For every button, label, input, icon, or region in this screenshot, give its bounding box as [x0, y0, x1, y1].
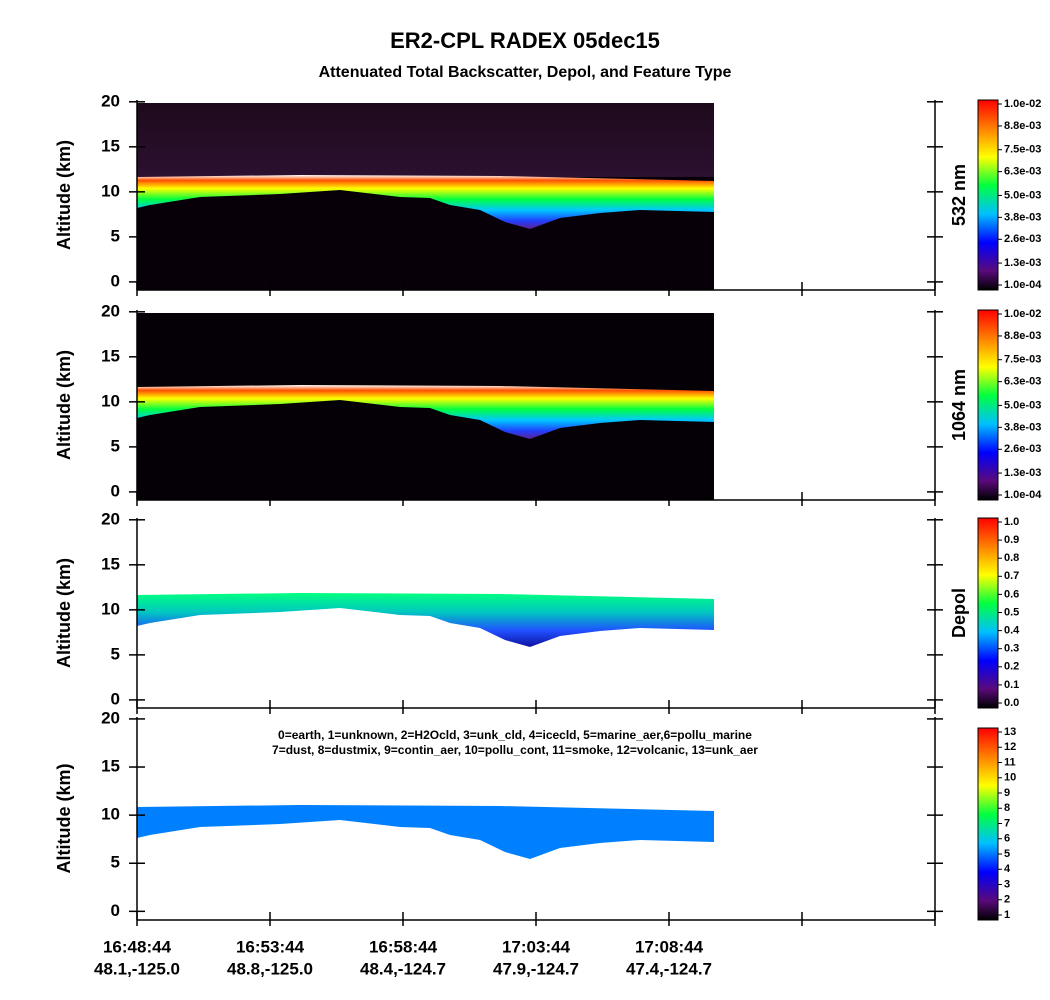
y-tick-label: 15 [101, 554, 120, 573]
colorbar-tick-label: 13 [1004, 726, 1016, 738]
colorbar [977, 517, 999, 709]
chart-title: ER2-CPL RADEX 05dec15 [390, 28, 660, 53]
colorbar-tick-label: 7.5e-03 [1004, 354, 1041, 366]
colorbar [977, 99, 999, 291]
colorbar-label: 532 nm [949, 164, 969, 226]
colorbar-label: 1064 nm [949, 369, 969, 441]
y-tick-label: 20 [101, 708, 120, 727]
y-axis-label: Altitude (km) [54, 140, 74, 250]
y-tick-label: 20 [101, 509, 120, 528]
colorbar-tick-label: 1.0e-04 [1004, 279, 1042, 291]
x-tick-label: 16:53:44 [236, 937, 305, 956]
y-tick-label: 0 [111, 271, 120, 290]
colorbar-tick-label: 1.3e-03 [1004, 467, 1041, 479]
y-tick-label: 20 [101, 301, 120, 320]
colorbar-tick-label: 1.0 [1004, 516, 1019, 528]
colorbar-tick-label: 1.3e-03 [1004, 257, 1041, 269]
colorbar-tick-label: 3.8e-03 [1004, 211, 1041, 223]
y-tick-label: 5 [111, 853, 120, 872]
image-feature [137, 805, 714, 859]
y-axis-label: Altitude (km) [54, 558, 74, 668]
y-tick-label: 15 [101, 136, 120, 155]
colorbar-tick-label: 2.6e-03 [1004, 443, 1041, 455]
y-tick-label: 10 [101, 391, 120, 410]
x-tick-location: 48.1,-125.0 [94, 959, 180, 978]
x-tick-location: 48.8,-125.0 [227, 959, 313, 978]
colorbar-tick-label: 0.2 [1004, 661, 1019, 673]
colorbar-tick-label: 12 [1004, 741, 1016, 753]
colorbar-tick-label: 0.9 [1004, 534, 1019, 546]
x-tick-label: 17:08:44 [635, 937, 704, 956]
colorbar-tick-label: 5.0e-03 [1004, 189, 1041, 201]
y-tick-label: 5 [111, 226, 120, 245]
colorbar-tick-label: 10 [1004, 772, 1016, 784]
y-tick-label: 0 [111, 901, 120, 920]
image-532 [137, 103, 714, 290]
colorbar-tick-label: 0.5 [1004, 606, 1019, 618]
y-tick-label: 15 [101, 346, 120, 365]
colorbar-tick-label: 5.0e-03 [1004, 399, 1041, 411]
annotation: 0=earth, 1=unknown, 2=H2Ocld, 3=unk_cld,… [278, 728, 752, 742]
y-tick-label: 0 [111, 481, 120, 500]
colorbar-tick-label: 2 [1004, 894, 1010, 906]
colorbar-tick-label: 1 [1004, 909, 1010, 921]
x-tick-label: 16:58:44 [369, 937, 438, 956]
colorbar-tick-label: 0.4 [1004, 625, 1020, 637]
colorbar-tick-label: 2.6e-03 [1004, 233, 1041, 245]
y-tick-label: 0 [111, 689, 120, 708]
x-tick-location: 47.4,-124.7 [626, 959, 712, 978]
colorbar-tick-label: 0.7 [1004, 570, 1019, 582]
y-tick-label: 10 [101, 181, 120, 200]
colorbar-tick-label: 6 [1004, 833, 1010, 845]
x-tick-label: 16:48:44 [103, 937, 172, 956]
annotation: 7=dust, 8=dustmix, 9=contin_aer, 10=poll… [272, 743, 758, 757]
y-tick-label: 10 [101, 805, 120, 824]
colorbar [977, 727, 999, 921]
colorbar-tick-label: 0.3 [1004, 643, 1019, 655]
colorbar-tick-label: 6.3e-03 [1004, 376, 1041, 388]
colorbar-tick-label: 3.8e-03 [1004, 421, 1041, 433]
chart-subtitle: Attenuated Total Backscatter, Depol, and… [319, 64, 732, 81]
colorbar-label: Depol [949, 588, 969, 638]
colorbar-tick-label: 5 [1004, 848, 1010, 860]
y-tick-label: 5 [111, 436, 120, 455]
x-tick-location: 47.9,-124.7 [493, 959, 579, 978]
colorbar-tick-label: 7 [1004, 817, 1010, 829]
colorbar-tick-label: 8 [1004, 802, 1010, 814]
colorbar-tick-label: 11 [1004, 756, 1016, 768]
colorbar [977, 309, 999, 501]
colorbar-tick-label: 1.0e-02 [1004, 98, 1041, 110]
y-tick-label: 10 [101, 599, 120, 618]
colorbar-tick-label: 1.0e-02 [1004, 308, 1041, 320]
image-depol [137, 593, 714, 647]
colorbar-tick-label: 4 [1004, 863, 1011, 875]
colorbar-tick-label: 3 [1004, 878, 1010, 890]
y-tick-label: 15 [101, 757, 120, 776]
colorbar-tick-label: 8.8e-03 [1004, 330, 1041, 342]
y-tick-label: 5 [111, 644, 120, 663]
colorbar-tick-label: 0.0 [1004, 697, 1019, 709]
x-tick-location: 48.4,-124.7 [360, 959, 446, 978]
colorbar-tick-label: 9 [1004, 787, 1010, 799]
colorbar-tick-label: 8.8e-03 [1004, 120, 1041, 132]
y-axis-label: Altitude (km) [54, 350, 74, 460]
colorbar-tick-label: 6.3e-03 [1004, 166, 1041, 178]
colorbar-tick-label: 7.5e-03 [1004, 144, 1041, 156]
x-tick-label: 17:03:44 [502, 937, 571, 956]
y-tick-label: 20 [101, 91, 120, 110]
colorbar-tick-label: 0.6 [1004, 588, 1019, 600]
colorbar-tick-label: 0.8 [1004, 552, 1019, 564]
colorbar-tick-label: 0.1 [1004, 679, 1019, 691]
colorbar-tick-label: 1.0e-04 [1004, 489, 1042, 501]
y-axis-label: Altitude (km) [54, 763, 74, 873]
image-1064 [137, 313, 714, 500]
